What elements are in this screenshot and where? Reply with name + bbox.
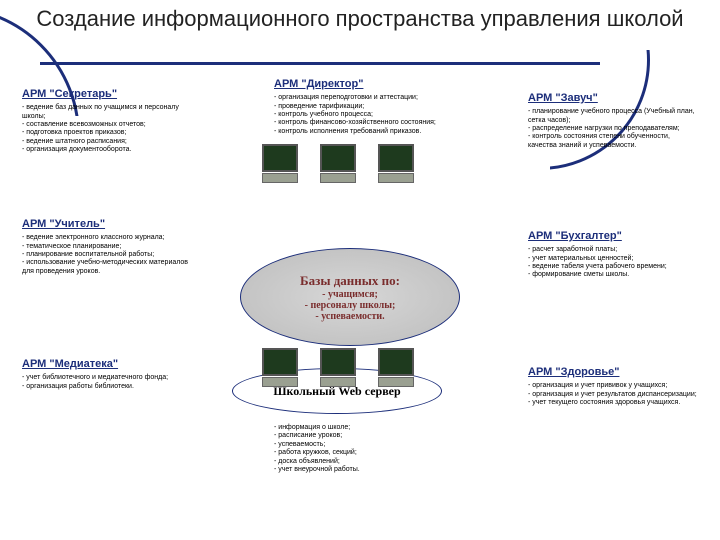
- pc-row-bottom: [262, 348, 414, 387]
- arm-item: организация и учет прививок у учащихся;: [528, 382, 698, 390]
- computer-icon: [262, 348, 298, 387]
- arm-list: расчет заработной платы;учет материальны…: [528, 246, 698, 280]
- computer-icon: [262, 144, 298, 183]
- arm-item: организация работы библиотеки.: [22, 383, 192, 391]
- arm-mediateka: АРМ "Медиатека" учет библиотечного и меди…: [22, 358, 192, 391]
- arm-heading: АРМ "Учитель": [22, 218, 192, 231]
- arm-list: ведение баз данных по учащимся и персона…: [22, 104, 202, 154]
- arm-list: информация о школе;расписание уроков;усп…: [274, 424, 424, 474]
- arm-heading: АРМ "Здоровье": [528, 366, 698, 379]
- arm-secretary: АРМ "Секретарь" ведение баз данных по уча…: [22, 88, 202, 155]
- arm-item: работа кружков, секций;: [274, 449, 424, 457]
- db-item: учащимся;: [241, 289, 459, 300]
- arm-item: контроль состояния степени обученности, …: [528, 133, 698, 150]
- arm-item: использование учебно-методических матери…: [22, 259, 192, 276]
- arm-item: ведение баз данных по учащимся и персона…: [22, 104, 202, 121]
- arm-item: организация документооборота.: [22, 146, 202, 154]
- arm-item: успеваемость;: [274, 441, 424, 449]
- arm-director: АРМ "Директор" организация переподготовки…: [274, 78, 474, 136]
- arm-heading: АРМ "Директор": [274, 78, 474, 91]
- arm-item: ведение табеля учета рабочего времени;: [528, 263, 698, 271]
- arm-list: организация и учет прививок у учащихся;о…: [528, 382, 698, 407]
- computer-icon: [378, 348, 414, 387]
- computer-icon: [320, 348, 356, 387]
- diagram-canvas: Сервер школы Базы данных по: учащимся; п…: [18, 78, 702, 528]
- arm-item: ведение электронного классного журнала;: [22, 234, 192, 242]
- arm-teacher: АРМ "Учитель" ведение электронного классн…: [22, 218, 192, 276]
- db-title: Базы данных по:: [241, 273, 459, 289]
- arm-list: ведение электронного классного журнала;т…: [22, 234, 192, 276]
- arm-heading: АРМ "Завуч": [528, 92, 698, 105]
- arm-item: учет библиотечного и медиатечного фонда;: [22, 374, 192, 382]
- arm-item: планирование учебного процесса (Учебный …: [528, 108, 698, 125]
- computer-icon: [320, 144, 356, 183]
- page-title: Создание информационного пространства уп…: [20, 6, 700, 32]
- arm-item: подготовка проектов приказов;: [22, 129, 202, 137]
- arm-heading: АРМ "Бухгалтер": [528, 230, 698, 243]
- arm-item: ведение штатного расписания;: [22, 138, 202, 146]
- arm-item: контроль исполнения требований приказов.: [274, 128, 474, 136]
- arm-item: организация и учет результатов диспансер…: [528, 391, 698, 399]
- arm-heading: АРМ "Медиатека": [22, 358, 192, 371]
- db-item: успеваемости.: [241, 311, 459, 322]
- arm-item: расчет заработной платы;: [528, 246, 698, 254]
- pc-row-top: [262, 144, 414, 183]
- arm-item: учет текущего состояния здоровья учащихс…: [528, 399, 698, 407]
- title-underline: [40, 62, 600, 65]
- arm-list: организация переподготовки и аттестации;…: [274, 94, 474, 136]
- arm-item: проведение тарификации;: [274, 103, 474, 111]
- arm-health: АРМ "Здоровье" организация и учет прививо…: [528, 366, 698, 407]
- arm-item: тематическое планирование;: [22, 243, 192, 251]
- arm-list: планирование учебного процесса (Учебный …: [528, 108, 698, 150]
- arm-item: информация о школе;: [274, 424, 424, 432]
- web-server-items: информация о школе;расписание уроков;усп…: [274, 424, 424, 474]
- arm-item: составление всевозможных отчетов;: [22, 121, 202, 129]
- arm-zavuch: АРМ "Завуч" планирование учебного процесс…: [528, 92, 698, 150]
- computer-icon: [378, 144, 414, 183]
- arm-item: контроль финансово-хозяйственного состоя…: [274, 119, 474, 127]
- arm-heading: АРМ "Секретарь": [22, 88, 202, 101]
- arm-item: организация переподготовки и аттестации;: [274, 94, 474, 102]
- arm-item: расписание уроков;: [274, 432, 424, 440]
- arm-accountant: АРМ "Бухгалтер" расчет заработной платы;у…: [528, 230, 698, 280]
- arm-item: доска объявлений;: [274, 458, 424, 466]
- arm-item: учет материальных ценностей;: [528, 255, 698, 263]
- db-list: учащимся; персоналу школы; успеваемости.: [241, 289, 459, 322]
- arm-list: учет библиотечного и медиатечного фонда;…: [22, 374, 192, 391]
- server-oval: Базы данных по: учащимся; персоналу школ…: [240, 248, 460, 346]
- db-item: персоналу школы;: [241, 300, 459, 311]
- arm-item: формирование сметы школы.: [528, 271, 698, 279]
- arm-item: учет внеурочной работы.: [274, 466, 424, 474]
